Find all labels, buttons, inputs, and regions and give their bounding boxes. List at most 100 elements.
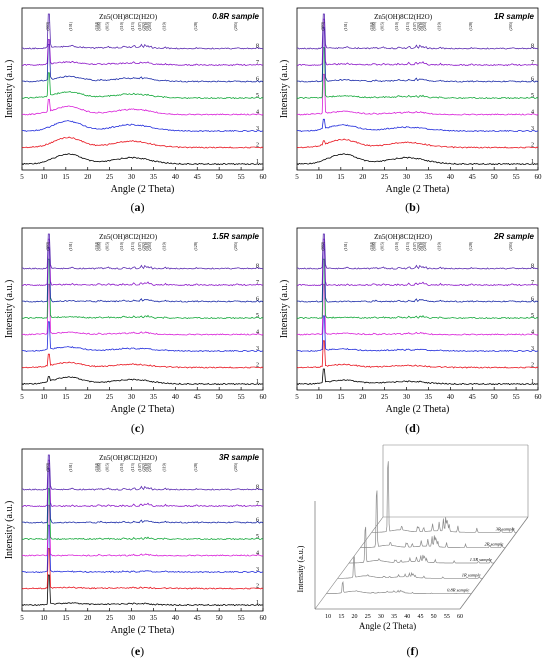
caption-close: ) — [415, 421, 420, 435]
x-tick-label: 50 — [491, 393, 499, 401]
series-label: 0.8R sample — [447, 588, 469, 593]
xrd-trace-6 — [296, 27, 539, 83]
x-tick-label: 5 — [20, 614, 24, 622]
plot-frame — [21, 227, 264, 391]
peak-label: (113) — [130, 241, 135, 250]
xrd-trace-6 — [296, 243, 539, 303]
peak-label: (205) — [233, 462, 238, 471]
peak-label: (113) — [405, 241, 410, 250]
peak-label: (110) — [119, 241, 124, 250]
caption-c: (c) — [0, 421, 275, 436]
xrd-trace-2 — [21, 353, 264, 369]
x-tick-label: 20 — [84, 614, 92, 622]
x-tick-label: 40 — [172, 173, 180, 181]
peak-label: (006) — [96, 241, 101, 250]
trace-number-label: 7 — [256, 501, 259, 507]
xrd-trace-3 — [22, 120, 264, 133]
xrd-trace-6 — [21, 247, 264, 303]
x-tick-label: 60 — [260, 614, 268, 622]
x-axis-label: Angle (2 Theta) — [386, 404, 450, 415]
x-tick-label: 45 — [417, 614, 423, 620]
x-tick-label: 30 — [378, 614, 384, 620]
x-tick-label: 50 — [216, 614, 224, 622]
x-tick-label: 50 — [216, 173, 224, 181]
peak-label: (006) — [371, 241, 376, 250]
peak-label: (128) — [193, 21, 198, 30]
trace-number-label: 1 — [531, 379, 534, 385]
x-tick-label: 10 — [315, 173, 323, 181]
caption-close: ) — [140, 421, 145, 435]
x-tick-label: 40 — [447, 173, 455, 181]
xrd-trace-1 — [296, 153, 539, 166]
peak-label: (104) — [94, 21, 99, 30]
panel-f: 0.8R sample 1R sample 1.5R sample 2R sample… — [275, 441, 550, 663]
x-tick-label: 15 — [338, 614, 344, 620]
formula-label: Zn5(OH)8Cl2(H2O) — [374, 13, 433, 21]
chart-title: 2R sample — [493, 232, 535, 241]
peak-label: (202) — [141, 241, 146, 250]
caption-open: ( — [406, 644, 411, 658]
trace-number-label: 7 — [256, 60, 259, 66]
xrd-chart-3d: 0.8R sample 1R sample 1.5R sample 2R sample… — [296, 444, 529, 631]
xrd-trace-6 — [21, 468, 264, 524]
trace-number-label: 3 — [256, 346, 259, 352]
peak-label: (018) — [419, 21, 424, 30]
peak-label: (107) — [137, 241, 142, 250]
plot-frame — [21, 448, 264, 612]
y-axis-label: Intensity (a.u.) — [4, 280, 15, 339]
peak-label: (119) — [436, 21, 441, 30]
peak-label: (110) — [119, 21, 124, 30]
caption-close: ) — [415, 200, 420, 214]
peak-label: (018) — [144, 21, 149, 30]
x-tick-label: 35 — [425, 173, 433, 181]
x-tick-label: 25 — [106, 393, 114, 401]
peak-label: (003) — [45, 462, 50, 471]
formula-label: Zn5(OH)8Cl2(H2O) — [374, 233, 433, 241]
peak-label: (101) — [343, 241, 348, 250]
peak-label: (015) — [104, 462, 109, 471]
x-tick-label: 25 — [365, 614, 371, 620]
xrd-trace-4 — [296, 73, 539, 116]
caption-b: (b) — [275, 200, 550, 215]
peak-label: (101) — [68, 21, 73, 30]
x-tick-label: 5 — [20, 173, 24, 181]
trace-number-label: 6 — [531, 297, 534, 303]
trace-number-label: 8 — [256, 264, 259, 270]
peak-label: (107) — [137, 462, 142, 471]
x-tick-label: 15 — [62, 614, 70, 622]
x-tick-label: 35 — [391, 614, 397, 620]
trace-number-label: 5 — [531, 313, 534, 319]
caption-e: (e) — [0, 644, 275, 659]
x-tick-label: 20 — [359, 393, 367, 401]
xrd-trace-5 — [21, 72, 264, 100]
panel-a: 1 2 3 4 5 6 7 8 (003) (101) (104) (006) (015) (110) (1… — [0, 0, 275, 220]
xrd-trace-2 — [21, 136, 264, 149]
xrd-trace-3 — [296, 118, 539, 133]
x-tick-label: 45 — [194, 173, 202, 181]
xrd-trace-7 — [296, 238, 539, 287]
x-tick-label: 60 — [535, 393, 543, 401]
peak-label: (113) — [405, 21, 410, 30]
xrd-trace-5 — [296, 258, 539, 320]
peak-label: (110) — [119, 462, 124, 471]
x-tick-label: 55 — [238, 393, 246, 401]
x-tick-label: 15 — [337, 173, 345, 181]
x-tick-label: 15 — [62, 173, 70, 181]
y-axis-label: Intensity (a.u.) — [279, 60, 290, 119]
peak-label: (101) — [343, 21, 348, 30]
xrd-trace-8 — [22, 233, 264, 270]
x-tick-label: 45 — [469, 173, 477, 181]
peak-label: (205) — [508, 241, 513, 250]
peak-label: (202) — [416, 241, 421, 250]
peak-label: (104) — [369, 241, 374, 250]
x-tick-label: 30 — [403, 393, 411, 401]
peak-label: (205) — [147, 462, 152, 471]
caption-a: (a) — [0, 200, 275, 215]
x-tick-label: 10 — [325, 614, 331, 620]
xrd-trace-8 — [22, 454, 264, 491]
peak-label: (015) — [104, 21, 109, 30]
x-tick-label: 15 — [62, 393, 70, 401]
y-axis-label: Intensity (a.u.) — [296, 545, 305, 592]
trace-number-label: 2 — [256, 363, 259, 369]
